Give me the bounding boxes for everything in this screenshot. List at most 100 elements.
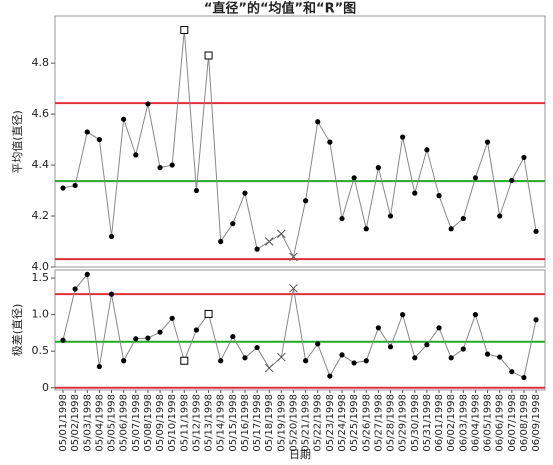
point	[230, 221, 236, 227]
point	[509, 369, 515, 375]
point	[436, 325, 442, 331]
y-tick-label: 4.8	[32, 56, 50, 69]
point-box	[204, 309, 213, 318]
y-tick-label: 1.0	[32, 308, 50, 321]
point	[108, 291, 115, 297]
x-tick-label: 05/08/1998	[143, 394, 154, 452]
point	[169, 162, 175, 168]
point	[315, 341, 321, 347]
x-tick-label: 06/03/1998	[458, 394, 469, 452]
point	[133, 152, 139, 158]
x-tick-label: 05/21/1998	[301, 394, 312, 452]
x-tick-label: 06/05/1998	[483, 394, 494, 452]
x-tick-label: 05/13/1998	[204, 394, 215, 452]
point	[339, 215, 345, 222]
point	[412, 190, 418, 196]
point	[218, 358, 224, 364]
x-tick-label: 05/28/1998	[386, 394, 397, 452]
plot-frame	[54, 269, 546, 391]
x-tick-label: 05/30/1998	[410, 394, 421, 452]
point	[497, 213, 503, 219]
point	[533, 228, 539, 234]
x-tick-label: 05/12/1998	[191, 394, 202, 452]
y-tick-label: 4.6	[32, 107, 50, 120]
x-tick-label: 05/22/1998	[313, 394, 324, 452]
point	[521, 154, 527, 161]
data-line	[62, 29, 537, 259]
x-tick-label: 06/01/1998	[434, 394, 445, 452]
point	[60, 185, 66, 191]
y-axis-label: 平均值(直径)	[10, 110, 24, 174]
point	[121, 358, 127, 364]
x-tick-label: 05/20/1998	[288, 394, 299, 452]
x-tick-label: 06/02/1998	[446, 394, 457, 452]
point	[472, 312, 479, 318]
x-tick-label: 05/18/1998	[264, 394, 275, 452]
y-tick-label: 1.5	[32, 271, 50, 284]
point	[108, 233, 115, 240]
y-tick-label: 0	[42, 381, 49, 394]
point	[363, 358, 369, 364]
point	[363, 226, 369, 232]
x-tick-label: 05/04/1998	[94, 394, 105, 452]
point	[303, 198, 309, 204]
x-tick-label: 05/14/1998	[216, 394, 227, 452]
point-x	[289, 283, 298, 293]
x-tick-label: 06/08/1998	[519, 394, 530, 452]
x-tick-label: 05/24/1998	[337, 394, 348, 452]
point	[121, 116, 127, 122]
x-tick-label: 05/01/1998	[58, 394, 69, 452]
point	[157, 165, 163, 171]
point	[484, 351, 491, 357]
x-tick-label: 05/06/1998	[119, 394, 130, 452]
point	[509, 177, 515, 183]
x-tick-label: 05/11/1998	[179, 394, 190, 452]
x-tick-label: 06/04/1998	[470, 394, 481, 452]
point	[96, 136, 102, 143]
x-tick-label: 05/05/1998	[107, 394, 118, 452]
point	[169, 315, 175, 321]
point	[193, 327, 200, 333]
point	[96, 363, 102, 370]
point	[472, 175, 479, 181]
point	[533, 317, 539, 323]
point	[351, 360, 357, 366]
y-axis-label: 极差(直径)	[10, 304, 24, 357]
x-tick-label: 05/16/1998	[240, 394, 251, 452]
point	[351, 175, 357, 181]
point	[254, 246, 260, 252]
point	[375, 325, 381, 331]
point	[72, 182, 78, 189]
point	[303, 358, 309, 364]
point-x	[264, 363, 274, 373]
point	[412, 355, 418, 361]
x-tick-label: 05/03/1998	[82, 394, 93, 452]
point	[315, 119, 321, 125]
point	[497, 354, 503, 360]
point-box	[180, 26, 189, 35]
point-box	[180, 356, 189, 365]
point-x	[289, 252, 298, 262]
point	[387, 344, 394, 350]
point	[145, 335, 151, 341]
x-axis-label: 日期	[289, 448, 311, 461]
point	[193, 187, 200, 194]
x-tick-label: 06/07/1998	[507, 394, 518, 452]
x-tick-label: 05/10/1998	[167, 394, 178, 452]
y-tick-label: 4.4	[32, 158, 50, 171]
point	[424, 147, 430, 153]
point	[460, 346, 466, 352]
point	[60, 337, 66, 343]
x-tick-label: 05/02/1998	[70, 394, 81, 452]
point	[157, 329, 163, 335]
data-line	[62, 273, 537, 379]
point	[327, 139, 333, 145]
point	[400, 134, 406, 140]
point	[424, 342, 430, 348]
x-tick-label: 06/06/1998	[495, 394, 506, 452]
point	[375, 165, 381, 171]
y-tick-label: 4.2	[32, 209, 50, 222]
x-tick-label: 05/17/1998	[252, 394, 263, 452]
point	[400, 312, 406, 318]
point	[448, 226, 454, 232]
